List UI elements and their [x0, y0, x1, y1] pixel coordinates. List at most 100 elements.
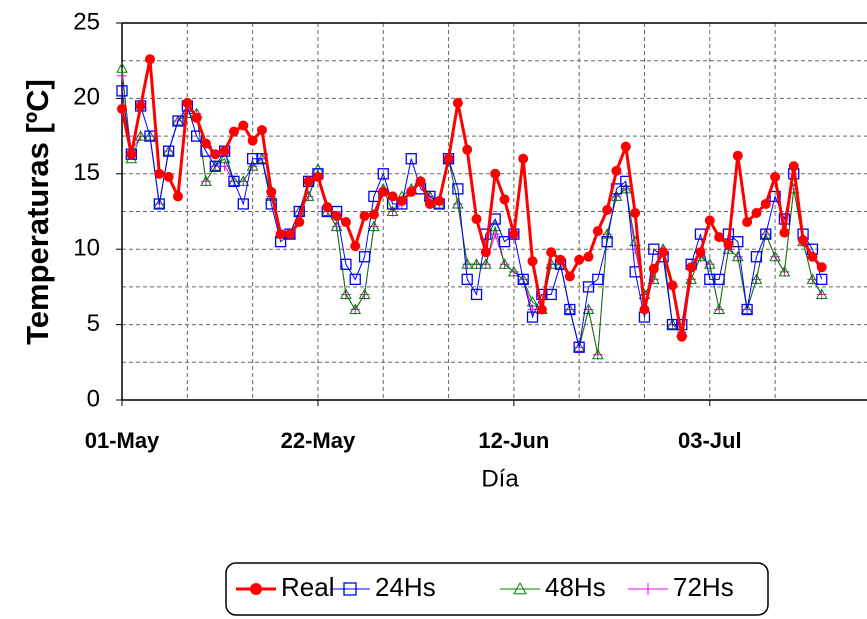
marker	[676, 331, 687, 342]
y-tick-label: 5	[87, 310, 100, 337]
marker	[134, 130, 147, 141]
marker	[564, 271, 575, 282]
marker	[116, 85, 128, 97]
marker	[686, 262, 697, 273]
marker	[284, 229, 295, 240]
marker	[126, 149, 137, 160]
marker	[648, 243, 660, 255]
marker	[490, 168, 501, 179]
marker	[135, 100, 146, 111]
y-tick-label: 10	[73, 235, 100, 262]
marker	[378, 186, 389, 197]
marker	[349, 273, 361, 286]
x-tick-label: 22-May	[281, 428, 356, 453]
marker	[610, 190, 623, 201]
marker	[695, 247, 706, 258]
marker	[703, 258, 716, 269]
marker	[526, 295, 539, 307]
marker	[172, 191, 183, 202]
marker	[619, 182, 632, 194]
legend-label: Real	[281, 572, 334, 602]
legend-marker	[513, 581, 527, 595]
marker	[144, 54, 155, 65]
legend-marker	[343, 582, 357, 596]
marker	[265, 198, 277, 210]
marker	[732, 236, 744, 248]
marker	[246, 153, 259, 165]
marker	[555, 254, 566, 265]
marker	[396, 195, 407, 206]
marker	[480, 258, 492, 269]
marker	[228, 126, 239, 137]
x-tick-label: 12-Jun	[478, 428, 549, 453]
marker	[732, 150, 743, 161]
marker	[294, 217, 305, 228]
marker	[666, 318, 679, 331]
marker	[658, 247, 669, 258]
marker	[517, 273, 530, 284]
marker	[760, 228, 772, 240]
marker	[228, 175, 240, 186]
marker	[750, 251, 763, 263]
marker	[237, 175, 250, 186]
marker	[498, 258, 511, 269]
marker	[713, 273, 725, 286]
marker	[340, 258, 352, 270]
marker	[340, 288, 352, 299]
marker	[704, 215, 715, 226]
marker	[564, 303, 576, 316]
marker	[209, 160, 221, 172]
marker	[759, 228, 772, 239]
marker	[368, 190, 380, 203]
marker	[359, 211, 370, 222]
marker	[340, 217, 351, 228]
marker	[312, 171, 323, 182]
marker	[238, 120, 249, 131]
x-axis-label: Día	[481, 465, 519, 492]
marker	[630, 208, 641, 219]
marker	[247, 135, 258, 146]
marker	[303, 176, 314, 187]
marker	[237, 198, 249, 210]
marker	[256, 125, 267, 136]
marker	[452, 197, 464, 209]
marker	[816, 262, 827, 273]
marker	[350, 241, 361, 252]
marker	[424, 198, 435, 209]
marker	[266, 186, 277, 197]
marker	[377, 168, 389, 180]
marker	[172, 115, 184, 127]
marker	[508, 265, 520, 277]
marker	[498, 236, 511, 248]
marker	[573, 341, 586, 352]
marker	[275, 229, 286, 240]
marker	[582, 303, 595, 315]
marker	[760, 198, 771, 209]
marker	[545, 288, 557, 301]
marker	[779, 227, 790, 238]
marker	[443, 153, 454, 164]
series-line	[121, 90, 823, 348]
marker	[368, 209, 379, 220]
marker	[162, 145, 175, 157]
marker	[219, 146, 230, 157]
marker	[770, 171, 781, 182]
marker	[470, 288, 483, 301]
marker	[704, 273, 716, 286]
marker	[452, 183, 464, 195]
marker	[611, 165, 622, 176]
x-tick-label: 01-May	[85, 428, 160, 453]
marker	[798, 235, 809, 246]
marker	[518, 153, 529, 164]
marker	[806, 273, 819, 284]
marker	[517, 273, 529, 286]
marker	[162, 145, 175, 156]
marker	[153, 197, 166, 209]
series-line	[120, 58, 823, 337]
legend-label: 48Hs	[545, 572, 606, 602]
marker	[331, 211, 342, 222]
marker	[116, 62, 128, 73]
marker	[778, 265, 791, 277]
marker	[154, 168, 165, 179]
